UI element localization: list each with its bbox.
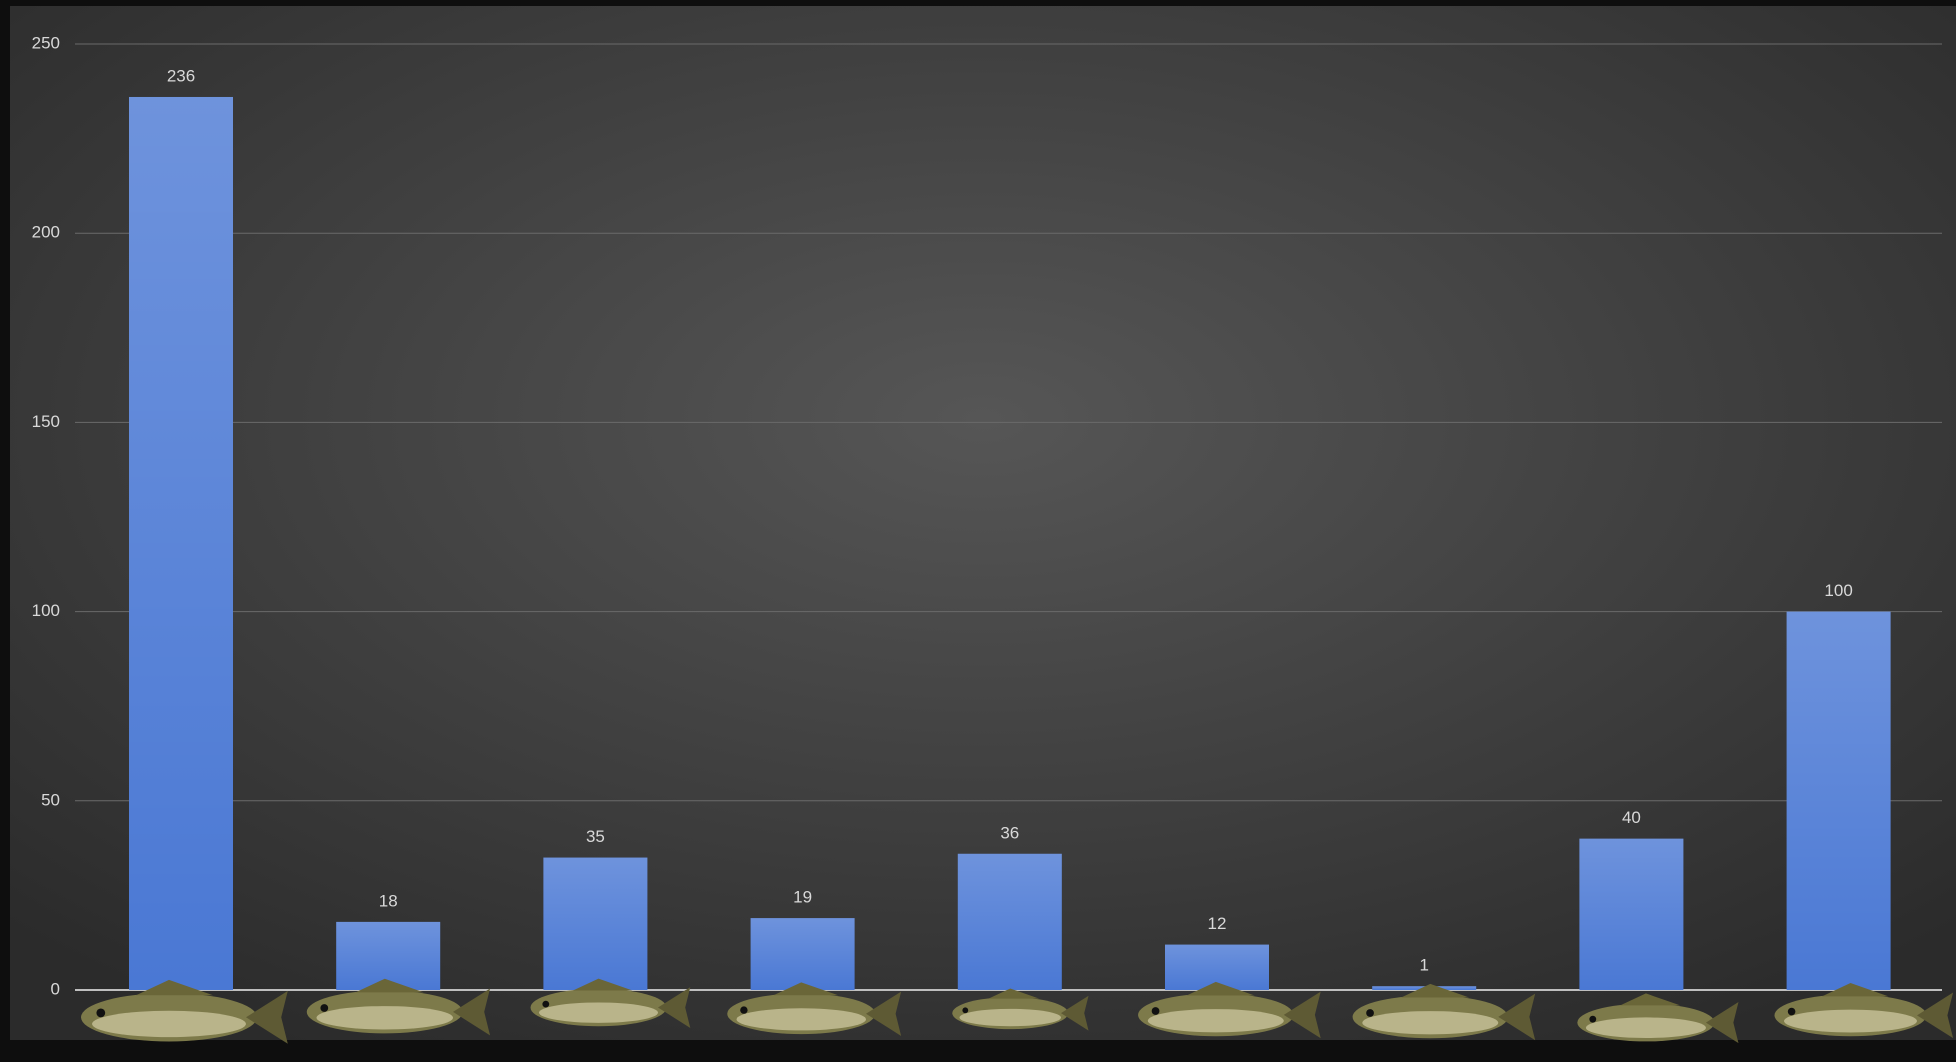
bar-shade — [957, 853, 1062, 990]
data-label: 18 — [379, 891, 398, 910]
bar-shade — [129, 96, 233, 990]
bar-shade — [1786, 611, 1891, 990]
data-label: 12 — [1208, 914, 1227, 933]
bars: 236 18 35 19 36 12 1 40 100 — [129, 66, 1891, 990]
data-label: 35 — [586, 827, 605, 846]
y-tick-label: 150 — [32, 412, 60, 431]
bar-shade — [750, 918, 855, 990]
data-label: 36 — [1000, 823, 1019, 842]
bar-shade — [543, 857, 648, 990]
data-label: 100 — [1824, 581, 1852, 600]
data-label: 236 — [167, 66, 195, 85]
data-label: 19 — [793, 888, 812, 907]
y-tick-label: 50 — [41, 790, 60, 809]
bar-shade — [1579, 838, 1684, 990]
y-tick-label: 0 — [51, 979, 60, 998]
y-tick-label: 100 — [32, 601, 60, 620]
y-tick-label: 200 — [32, 223, 60, 242]
data-label: 1 — [1419, 956, 1428, 975]
y-tick-label: 250 — [32, 33, 60, 52]
data-label: 40 — [1622, 808, 1641, 827]
bar-shade — [336, 921, 441, 990]
